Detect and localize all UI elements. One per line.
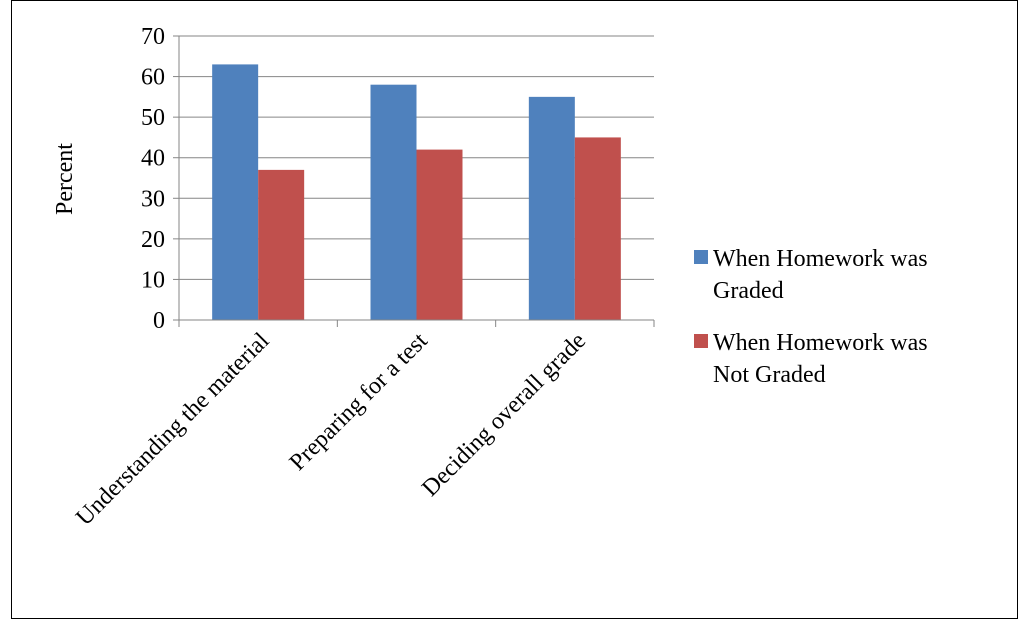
bar-not-graded [416,149,463,320]
legend-label: When Homework was [713,246,928,272]
category-labels: Understanding the material Preparing for … [71,328,591,531]
bars [212,64,621,321]
axes [173,35,655,327]
y-tick-label: 40 [141,146,165,172]
y-tick-label: 20 [141,227,165,253]
y-tick-labels: 0 10 20 30 40 50 60 70 [141,24,165,334]
x-category-label: Preparing for a test [285,328,433,476]
legend-label: Graded [713,278,784,304]
legend: When Homework was Graded When Homework was… [694,246,928,388]
bar-not-graded [258,169,305,320]
y-tick-label: 30 [141,186,165,212]
y-axis-title: Percent [52,143,78,215]
bar-graded [528,96,575,320]
legend-swatch [694,334,708,348]
y-tick-label: 70 [141,24,165,50]
x-category-label: Understanding the material [71,328,274,531]
y-tick-label: 10 [141,267,165,293]
legend-swatch [694,250,708,264]
y-tick-label: 60 [141,65,165,91]
x-category-label: Deciding overall grade [417,328,591,502]
bar-graded [212,64,259,321]
y-tick-label: 50 [141,105,165,131]
legend-label: When Homework was [713,330,928,356]
bar-not-graded [574,137,621,320]
y-tick-label: 0 [153,308,165,334]
bar-graded [370,84,417,320]
legend-label: Not Graded [713,362,826,388]
